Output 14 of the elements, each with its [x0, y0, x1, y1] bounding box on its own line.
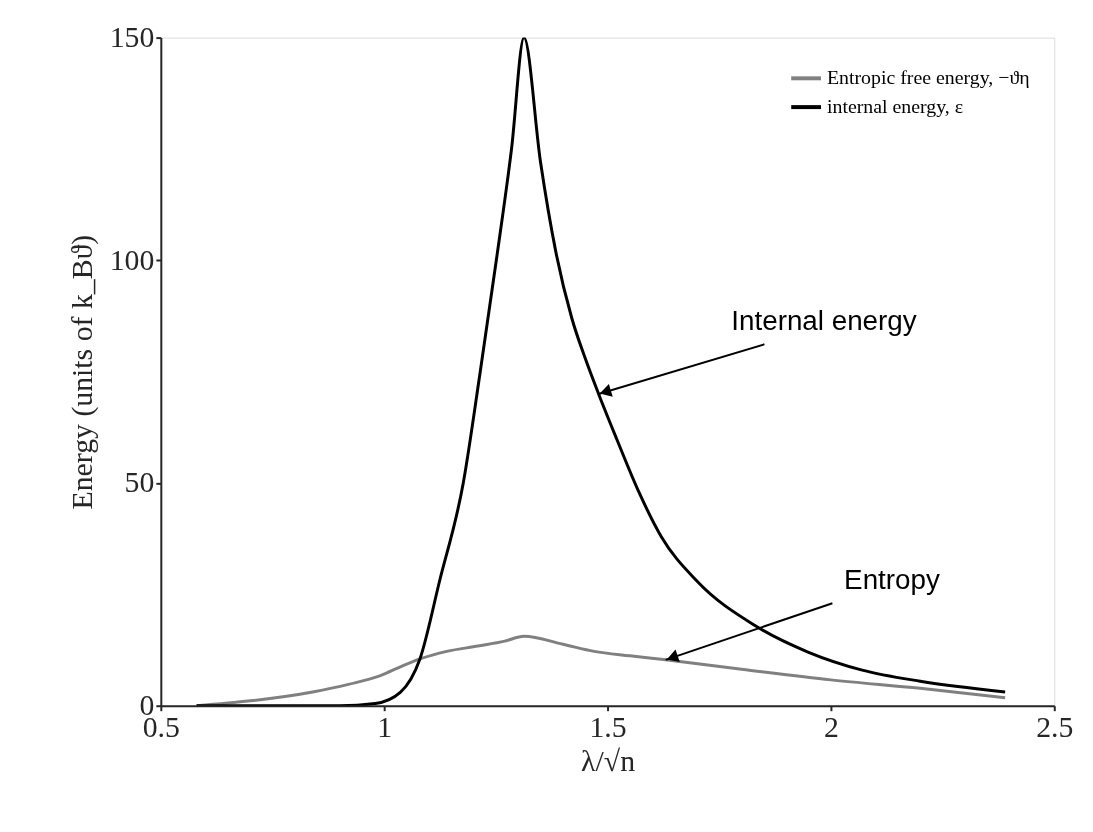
- x-tick-label: 1.5: [589, 709, 627, 743]
- annotation: Internal energy: [731, 305, 917, 337]
- y-tick-label: 150: [109, 20, 155, 54]
- x-tick-label: 2: [823, 709, 839, 743]
- line-series: [195, 634, 1007, 706]
- x-tick-label: 2.5: [1036, 709, 1074, 743]
- x-axis-title: λ/√n: [581, 743, 636, 777]
- y-tick-label: 50: [124, 465, 155, 499]
- y-axis-title: Energy (units of k_Bϑ): [64, 234, 99, 510]
- legend-label: internal energy, ε: [826, 95, 964, 118]
- y-tick-label: 100: [109, 242, 155, 276]
- annotation: Entropy: [844, 564, 940, 596]
- legend-label: Entropic free energy, −ϑη: [826, 66, 1030, 89]
- x-tick-label: 1: [377, 709, 393, 743]
